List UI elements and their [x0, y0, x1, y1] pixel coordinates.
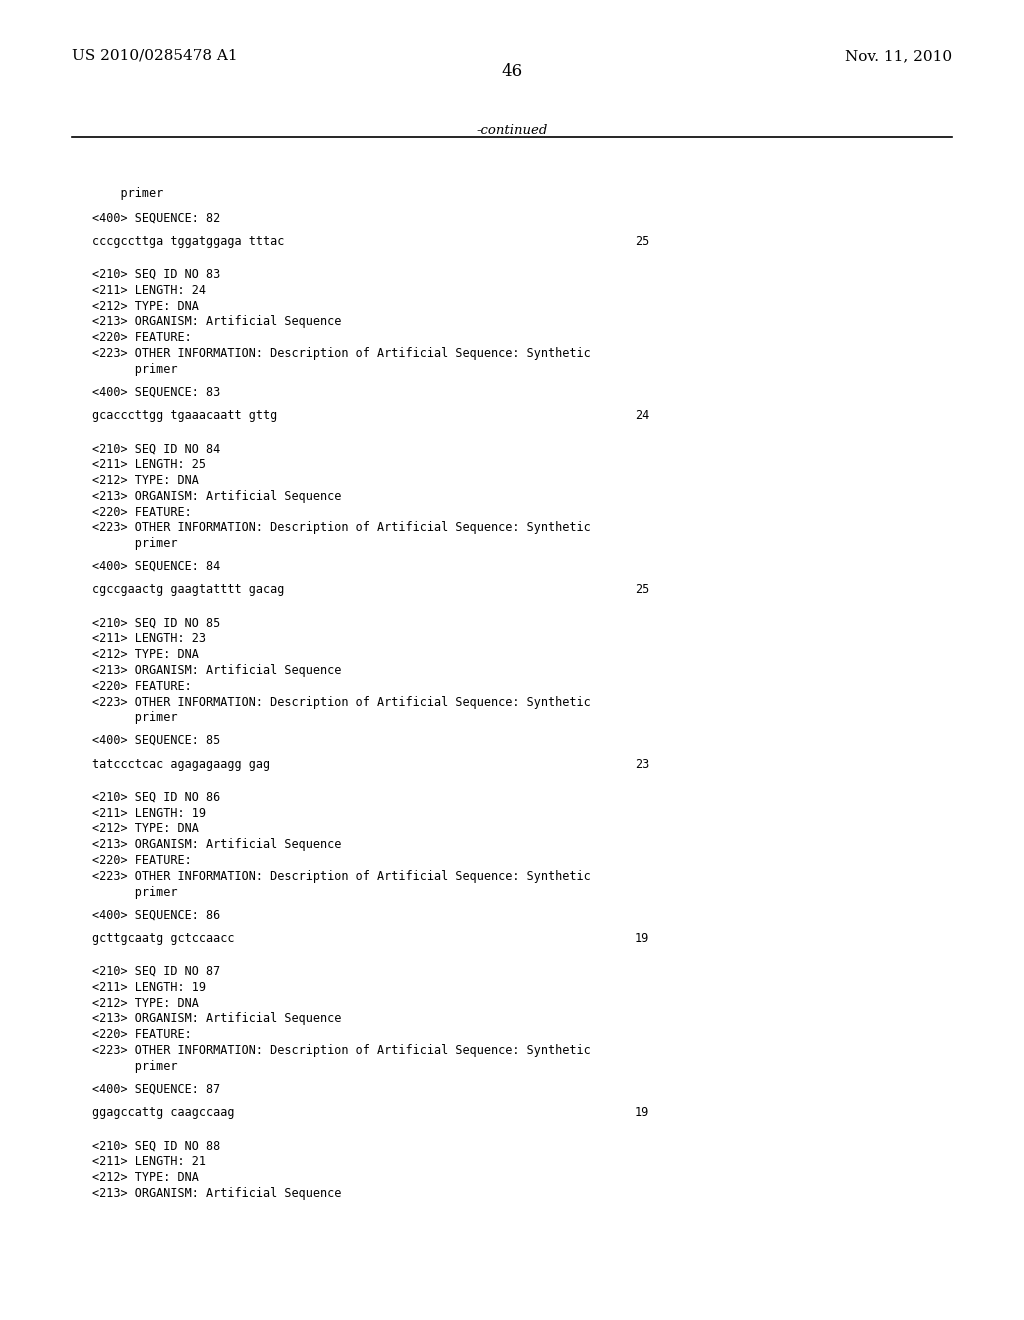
Text: -continued: -continued	[476, 124, 548, 137]
Text: 25: 25	[635, 235, 649, 248]
Text: 19: 19	[635, 932, 649, 945]
Text: <211> LENGTH: 19: <211> LENGTH: 19	[92, 807, 206, 820]
Text: <212> TYPE: DNA: <212> TYPE: DNA	[92, 300, 199, 313]
Text: <220> FEATURE:: <220> FEATURE:	[92, 854, 191, 867]
Text: primer: primer	[92, 537, 177, 550]
Text: 19: 19	[635, 1106, 649, 1119]
Text: <223> OTHER INFORMATION: Description of Artificial Sequence: Synthetic: <223> OTHER INFORMATION: Description of …	[92, 696, 591, 709]
Text: <220> FEATURE:: <220> FEATURE:	[92, 331, 191, 345]
Text: <212> TYPE: DNA: <212> TYPE: DNA	[92, 648, 199, 661]
Text: <223> OTHER INFORMATION: Description of Artificial Sequence: Synthetic: <223> OTHER INFORMATION: Description of …	[92, 870, 591, 883]
Text: <223> OTHER INFORMATION: Description of Artificial Sequence: Synthetic: <223> OTHER INFORMATION: Description of …	[92, 347, 591, 360]
Text: 23: 23	[635, 758, 649, 771]
Text: <213> ORGANISM: Artificial Sequence: <213> ORGANISM: Artificial Sequence	[92, 1012, 342, 1026]
Text: <220> FEATURE:: <220> FEATURE:	[92, 1028, 191, 1041]
Text: <210> SEQ ID NO 87: <210> SEQ ID NO 87	[92, 965, 220, 978]
Text: primer: primer	[92, 363, 177, 376]
Text: tatccctcac agagagaagg gag: tatccctcac agagagaagg gag	[92, 758, 270, 771]
Text: <223> OTHER INFORMATION: Description of Artificial Sequence: Synthetic: <223> OTHER INFORMATION: Description of …	[92, 521, 591, 535]
Text: <400> SEQUENCE: 85: <400> SEQUENCE: 85	[92, 734, 220, 747]
Text: <212> TYPE: DNA: <212> TYPE: DNA	[92, 474, 199, 487]
Text: Nov. 11, 2010: Nov. 11, 2010	[845, 49, 952, 63]
Text: US 2010/0285478 A1: US 2010/0285478 A1	[72, 49, 238, 63]
Text: gcttgcaatg gctccaacc: gcttgcaatg gctccaacc	[92, 932, 234, 945]
Text: <213> ORGANISM: Artificial Sequence: <213> ORGANISM: Artificial Sequence	[92, 315, 342, 329]
Text: <211> LENGTH: 25: <211> LENGTH: 25	[92, 458, 206, 471]
Text: <400> SEQUENCE: 82: <400> SEQUENCE: 82	[92, 211, 220, 224]
Text: <210> SEQ ID NO 86: <210> SEQ ID NO 86	[92, 791, 220, 804]
Text: <211> LENGTH: 19: <211> LENGTH: 19	[92, 981, 206, 994]
Text: cccgccttga tggatggaga tttac: cccgccttga tggatggaga tttac	[92, 235, 285, 248]
Text: <400> SEQUENCE: 87: <400> SEQUENCE: 87	[92, 1082, 220, 1096]
Text: 25: 25	[635, 583, 649, 597]
Text: <212> TYPE: DNA: <212> TYPE: DNA	[92, 822, 199, 836]
Text: primer: primer	[92, 711, 177, 725]
Text: ggagccattg caagccaag: ggagccattg caagccaag	[92, 1106, 234, 1119]
Text: <211> LENGTH: 21: <211> LENGTH: 21	[92, 1155, 206, 1168]
Text: <400> SEQUENCE: 83: <400> SEQUENCE: 83	[92, 385, 220, 399]
Text: <212> TYPE: DNA: <212> TYPE: DNA	[92, 997, 199, 1010]
Text: <213> ORGANISM: Artificial Sequence: <213> ORGANISM: Artificial Sequence	[92, 1187, 342, 1200]
Text: <400> SEQUENCE: 84: <400> SEQUENCE: 84	[92, 560, 220, 573]
Text: gcacccttgg tgaaacaatt gttg: gcacccttgg tgaaacaatt gttg	[92, 409, 278, 422]
Text: primer: primer	[92, 187, 164, 201]
Text: <213> ORGANISM: Artificial Sequence: <213> ORGANISM: Artificial Sequence	[92, 838, 342, 851]
Text: <210> SEQ ID NO 85: <210> SEQ ID NO 85	[92, 616, 220, 630]
Text: <212> TYPE: DNA: <212> TYPE: DNA	[92, 1171, 199, 1184]
Text: <213> ORGANISM: Artificial Sequence: <213> ORGANISM: Artificial Sequence	[92, 664, 342, 677]
Text: <400> SEQUENCE: 86: <400> SEQUENCE: 86	[92, 908, 220, 921]
Text: <223> OTHER INFORMATION: Description of Artificial Sequence: Synthetic: <223> OTHER INFORMATION: Description of …	[92, 1044, 591, 1057]
Text: 24: 24	[635, 409, 649, 422]
Text: <220> FEATURE:: <220> FEATURE:	[92, 506, 191, 519]
Text: <210> SEQ ID NO 83: <210> SEQ ID NO 83	[92, 268, 220, 281]
Text: primer: primer	[92, 886, 177, 899]
Text: <210> SEQ ID NO 84: <210> SEQ ID NO 84	[92, 442, 220, 455]
Text: <210> SEQ ID NO 88: <210> SEQ ID NO 88	[92, 1139, 220, 1152]
Text: cgccgaactg gaagtatttt gacag: cgccgaactg gaagtatttt gacag	[92, 583, 285, 597]
Text: <211> LENGTH: 24: <211> LENGTH: 24	[92, 284, 206, 297]
Text: primer: primer	[92, 1060, 177, 1073]
Text: <220> FEATURE:: <220> FEATURE:	[92, 680, 191, 693]
Text: 46: 46	[502, 63, 522, 81]
Text: <211> LENGTH: 23: <211> LENGTH: 23	[92, 632, 206, 645]
Text: <213> ORGANISM: Artificial Sequence: <213> ORGANISM: Artificial Sequence	[92, 490, 342, 503]
